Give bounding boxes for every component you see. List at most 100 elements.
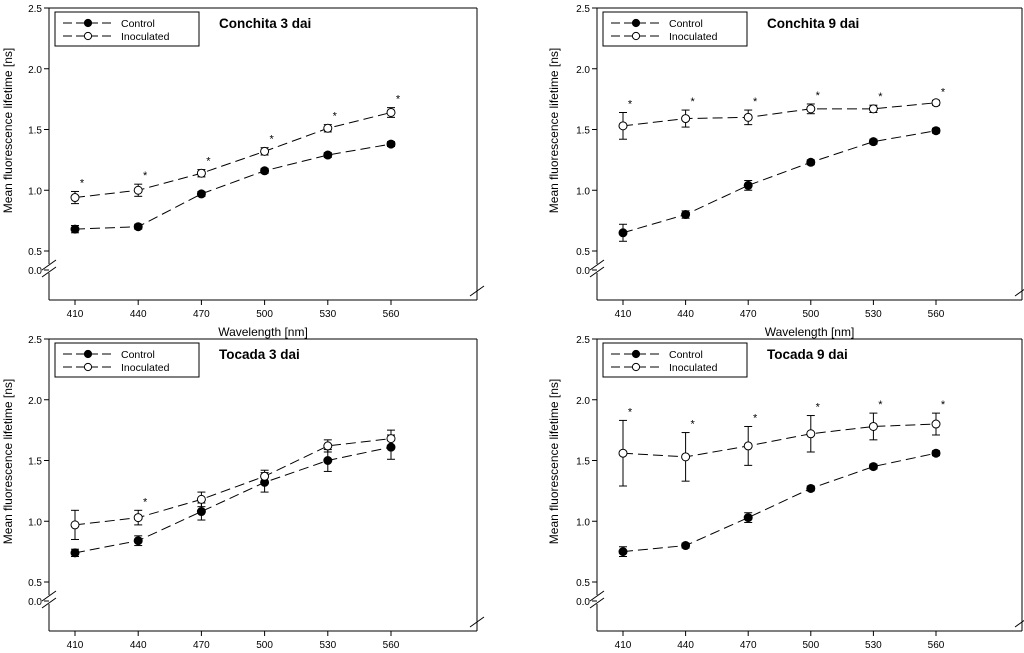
y-tick-label: 2.0 [576, 396, 590, 407]
data-point-inoculated [681, 452, 691, 462]
data-point-inoculated [931, 419, 941, 429]
significance-marker: * [753, 412, 758, 424]
significance-marker: * [816, 402, 821, 414]
legend-marker-open [83, 31, 93, 41]
y-tick-label: 1.5 [28, 457, 42, 468]
data-point-inoculated [386, 434, 396, 444]
data-point-inoculated [323, 441, 333, 451]
data-point-control [868, 462, 878, 472]
x-tick-label: 470 [193, 640, 210, 648]
chart-title: Tocada 3 dai [219, 347, 300, 362]
data-point-inoculated [196, 168, 206, 178]
data-point-control [743, 180, 753, 190]
data-point-inoculated [323, 123, 333, 133]
axis-break-mark [589, 597, 605, 609]
chart-title: Conchita 9 dai [767, 16, 859, 31]
legend-marker-open [631, 362, 641, 372]
significance-marker: * [690, 96, 695, 108]
y-tick-label: 1.5 [28, 126, 42, 137]
x-tick-label: 440 [130, 640, 147, 648]
y-tick-label: 1.0 [28, 186, 42, 197]
x-axis-label: Wavelength [nm] [218, 325, 308, 339]
data-point-control [743, 513, 753, 523]
data-point-inoculated [743, 112, 753, 122]
y-tick-label: 2.5 [576, 335, 590, 346]
data-point-inoculated [133, 513, 143, 523]
x-axis-label: Wavelength [nm] [765, 325, 855, 339]
legend-marker-filled [83, 349, 93, 359]
data-point-control [618, 547, 628, 557]
legend-label: Control [669, 18, 703, 30]
data-point-inoculated [743, 441, 753, 451]
axis-break-mark [1014, 619, 1024, 628]
y-tick-label: 1.0 [28, 517, 42, 528]
data-point-inoculated [868, 104, 878, 114]
x-tick-label: 470 [193, 309, 210, 320]
significance-marker: * [333, 111, 338, 123]
x-tick-label: 440 [130, 309, 147, 320]
legend-label: Inoculated [121, 31, 170, 43]
x-tick-label: 500 [802, 640, 819, 648]
data-point-control [323, 456, 333, 465]
legend-marker-filled [83, 18, 93, 28]
data-point-control [196, 189, 206, 199]
y-axis-label: Mean fluorescence lifetime [ns] [1, 48, 15, 213]
series-line-inoculated [622, 423, 937, 458]
legend-marker-open [631, 31, 641, 41]
series-line-control [622, 130, 937, 234]
x-tick-label: 500 [256, 309, 273, 320]
legend-marker-filled [631, 18, 641, 28]
data-point-control [323, 150, 333, 160]
x-tick-label: 530 [865, 309, 882, 320]
axis-break-mark [1014, 288, 1024, 297]
legend-label: Control [669, 349, 703, 361]
chart-panel-4: 0.00.51.01.52.02.5410440470500530560Wave… [547, 335, 1024, 651]
y-axis-label: Mean fluorescence lifetime [ns] [547, 379, 561, 544]
y-tick-label: 2.5 [28, 335, 42, 346]
data-point-inoculated [133, 185, 143, 195]
x-tick-label: 410 [67, 640, 84, 648]
series-line-inoculated [622, 102, 937, 127]
axis-break-mark [41, 590, 57, 602]
axis-break-mark [41, 259, 57, 271]
chart-panel-2: 0.0 0.5 1.0 1.5 2.0 2.5 410 440 470 500 530 560 Wave… [547, 4, 1024, 339]
x-tick-label: 440 [677, 640, 694, 648]
data-point-inoculated [70, 520, 80, 530]
y-tick-label: 0.5 [576, 247, 590, 258]
data-point-control [618, 228, 628, 238]
data-point-control [196, 507, 206, 517]
axis-break-mark [41, 597, 57, 609]
legend-marker-filled [631, 349, 641, 359]
y-tick-label: 1.5 [576, 457, 590, 468]
x-tick-label: 410 [67, 309, 84, 320]
x-tick-label: 470 [740, 640, 757, 648]
x-tick-label: 410 [615, 640, 632, 648]
data-point-inoculated [260, 146, 270, 156]
y-axis-label: Mean fluorescence lifetime [ns] [1, 379, 15, 544]
y-tick-label: 0.0 [576, 266, 590, 277]
legend-box [602, 342, 748, 378]
axis-break-mark [469, 616, 485, 628]
significance-marker: * [628, 406, 633, 418]
x-tick-label: 530 [319, 309, 336, 320]
significance-marker: * [690, 419, 695, 431]
y-tick-label: 0.0 [28, 266, 42, 277]
data-point-inoculated [931, 98, 941, 108]
y-tick-label: 0.0 [576, 597, 590, 608]
data-point-inoculated [618, 121, 628, 131]
legend-label: Inoculated [121, 362, 170, 374]
y-tick-label: 2.0 [28, 65, 42, 76]
x-tick-label: 500 [802, 309, 819, 320]
legend-label: Control [121, 18, 155, 30]
significance-marker: * [878, 399, 883, 411]
significance-marker: * [628, 98, 633, 110]
significance-marker: * [143, 496, 148, 508]
legend-marker-open [83, 362, 93, 372]
axis-break-mark [41, 266, 57, 278]
legend-label: Control [121, 349, 155, 361]
x-tick-label: 560 [383, 640, 400, 648]
y-tick-label: 2.5 [576, 4, 590, 15]
series-line-control [74, 143, 392, 230]
data-point-control [70, 548, 80, 558]
